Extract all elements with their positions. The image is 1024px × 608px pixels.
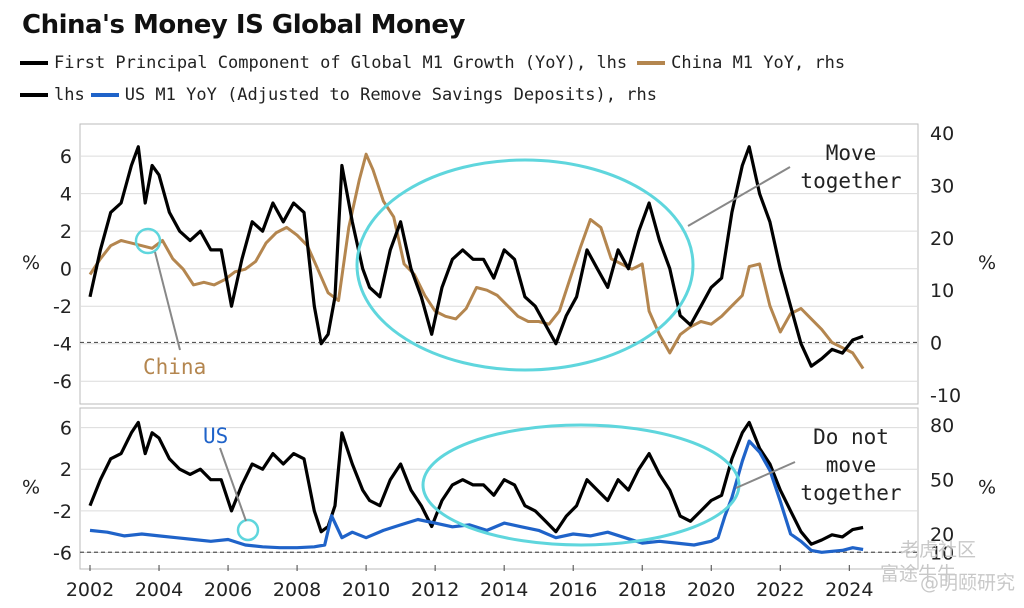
top-left-tick-label: 0 xyxy=(60,259,72,281)
x-tick-label: 2008 xyxy=(273,579,321,601)
top-left-tick-label: -2 xyxy=(53,296,72,318)
annotation-do-not-move-together: Do not xyxy=(813,425,889,449)
bottom-panel-frame xyxy=(79,407,919,570)
highlight-circle-china xyxy=(134,227,162,255)
annotation-move-together: Move xyxy=(826,141,877,165)
top-left-percent-label: % xyxy=(22,252,40,274)
legend-swatch-china xyxy=(637,61,666,65)
top-right-tick-label: -10 xyxy=(930,385,961,407)
annotation-china: China xyxy=(143,355,206,379)
chart-title: China's Money IS Global Money xyxy=(22,10,465,40)
top-left-tick-label: 4 xyxy=(60,184,72,206)
legend-global: First Principal Component of Global M1 G… xyxy=(54,53,628,73)
legend-china: China M1 YoY, rhs xyxy=(671,53,846,73)
highlight-ellipse-top xyxy=(355,158,695,372)
top-panel-frame xyxy=(79,123,919,405)
x-tick-label: 2014 xyxy=(480,579,528,601)
x-tick-label: 2002 xyxy=(66,579,114,601)
series-line-china-m1 xyxy=(88,152,865,370)
top-left-tick-label: -6 xyxy=(53,371,72,393)
x-tick-label: 2024 xyxy=(825,579,873,601)
watermark-secondary: 富途牛牛 xyxy=(880,563,956,585)
bottom-right-tick-label: 80 xyxy=(930,415,954,437)
pointer-line-move-together xyxy=(687,166,791,227)
x-tick-label: 2006 xyxy=(204,579,252,601)
watermark-main: 老虎社区 xyxy=(900,539,976,561)
annotation-us: US xyxy=(203,424,228,448)
top-right-tick-label: 20 xyxy=(930,228,954,250)
pointer-line-do-not-move xyxy=(735,461,796,489)
x-tick-label: 2018 xyxy=(618,579,666,601)
pointer-line-china xyxy=(154,251,181,351)
series-line-global-pc-bottom xyxy=(88,420,864,546)
bottom-left-tick-label: 6 xyxy=(60,418,72,440)
legend-lhs: lhs xyxy=(54,85,85,105)
pointer-line-us xyxy=(219,447,247,522)
bottom-right-tick-label: 50 xyxy=(930,469,954,491)
legend-us: US M1 YoY (Adjusted to Remove Savings De… xyxy=(124,85,657,105)
bottom-left-tick-label: -2 xyxy=(53,501,72,523)
bottom-left-tick-label: 2 xyxy=(60,459,72,481)
top-right-tick-label: 40 xyxy=(930,123,954,145)
annotation-do-not-move-together: move xyxy=(826,453,877,477)
x-tick-label: 2012 xyxy=(411,579,459,601)
bottom-right-tick-label: 10 xyxy=(930,542,954,564)
legend-swatch-global xyxy=(20,61,48,65)
top-left-tick-label: -4 xyxy=(53,334,72,356)
x-tick-label: 2016 xyxy=(549,579,597,601)
top-left-tick-label: 6 xyxy=(60,146,72,168)
legend-row-1: First Principal Component of Global M1 G… xyxy=(20,53,855,73)
top-right-tick-label: 30 xyxy=(930,176,954,198)
bottom-left-percent-label: % xyxy=(22,477,40,499)
highlight-circle-us xyxy=(236,518,260,542)
watermark-research: @明颐研究 xyxy=(920,572,1015,594)
bottom-right-tick-label: 20 xyxy=(930,524,954,546)
top-right-tick-label: 0 xyxy=(930,332,942,354)
x-tick-label: 2022 xyxy=(756,579,804,601)
highlight-ellipse-bottom xyxy=(421,423,741,547)
annotation-do-not-move-together: together xyxy=(800,481,901,505)
bottom-left-tick-label: -6 xyxy=(53,543,72,565)
x-tick-label: 2020 xyxy=(687,579,735,601)
legend-row-2: lhs US M1 YoY (Adjusted to Remove Saving… xyxy=(20,85,667,105)
bottom-right-percent-label: % xyxy=(978,477,996,499)
x-tick-label: 2004 xyxy=(135,579,183,601)
x-tick-label: 2010 xyxy=(342,579,390,601)
annotation-move-together: together xyxy=(800,169,901,193)
legend-swatch-lhs xyxy=(20,93,48,97)
series-line-us-m1 xyxy=(89,439,864,554)
top-left-tick-label: 2 xyxy=(60,221,72,243)
legend-swatch-us xyxy=(90,93,119,97)
series-line-global-pc-top xyxy=(88,145,864,368)
top-right-tick-label: 10 xyxy=(930,280,954,302)
top-right-percent-label: % xyxy=(978,252,996,274)
